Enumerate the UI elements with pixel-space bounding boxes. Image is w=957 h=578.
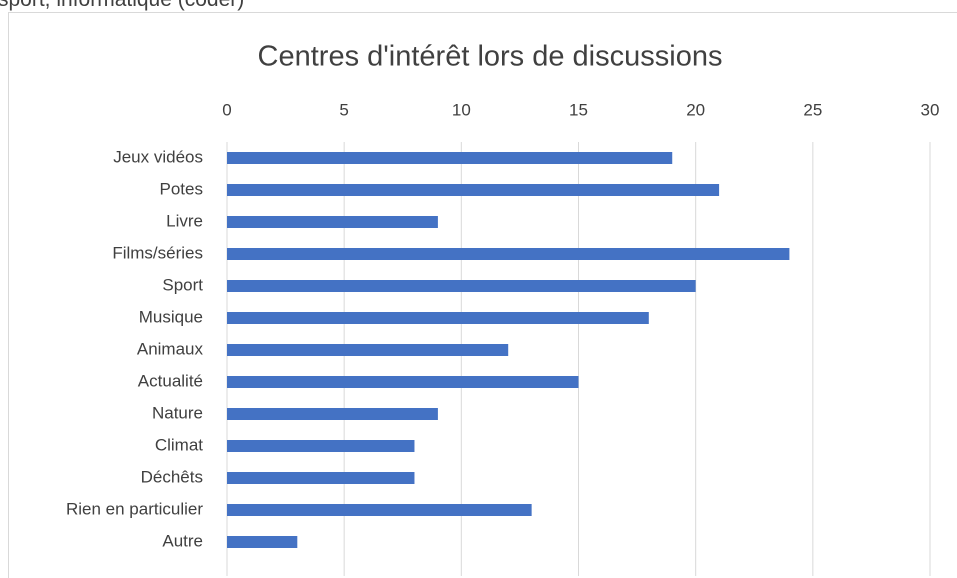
y-tick-label: Potes (160, 179, 203, 198)
bar (227, 504, 532, 516)
x-tick-label: 0 (222, 100, 231, 119)
bar (227, 280, 696, 292)
y-tick-label: Films/séries (112, 243, 203, 262)
x-tick-label: 10 (452, 100, 471, 119)
header-text: sport, informatique (coder) (0, 0, 244, 11)
x-tick-label: 5 (339, 100, 348, 119)
bar (227, 376, 579, 388)
bar (227, 312, 649, 324)
bar (227, 248, 790, 260)
y-tick-label: Déchêts (141, 467, 203, 486)
y-tick-label: Climat (155, 435, 203, 454)
chart-frame (8, 12, 957, 578)
bar (227, 152, 673, 164)
y-tick-label: Actualité (138, 371, 203, 390)
y-tick-label: Nature (152, 403, 203, 422)
bar (227, 216, 438, 228)
y-tick-label: Livre (166, 211, 203, 230)
y-tick-label: Animaux (137, 339, 204, 358)
y-tick-label: Autre (162, 531, 203, 550)
bar (227, 344, 509, 356)
bar (227, 472, 415, 484)
y-tick-label: Jeux vidéos (113, 147, 203, 166)
x-tick-label: 30 (921, 100, 940, 119)
x-tick-label: 15 (569, 100, 588, 119)
y-tick-label: Sport (162, 275, 203, 294)
bar (227, 440, 415, 452)
bar (227, 184, 720, 196)
chart-title: Centres d'intérêt lors de discussions (258, 41, 723, 73)
y-tick-label: Musique (139, 307, 203, 326)
y-tick-label: Rien en particulier (66, 499, 203, 518)
bar (227, 536, 298, 548)
bar (227, 408, 438, 420)
x-tick-label: 25 (803, 100, 822, 119)
x-tick-label: 20 (686, 100, 705, 119)
